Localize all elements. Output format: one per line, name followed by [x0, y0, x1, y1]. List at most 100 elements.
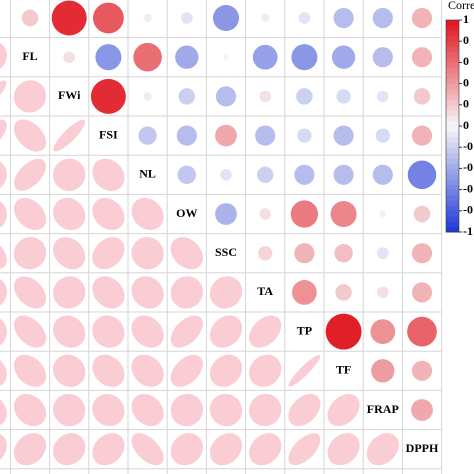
- corr-ellipse: [327, 393, 360, 427]
- corr-ellipse: [13, 433, 47, 466]
- corr-ellipse: [249, 354, 282, 387]
- corr-ellipse: [0, 237, 7, 270]
- corr-circle: [331, 45, 356, 69]
- corr-ellipse: [13, 197, 47, 231]
- corr-circle: [215, 86, 237, 107]
- corr-ellipse: [209, 433, 243, 466]
- corr-circle: [297, 128, 312, 143]
- corr-ellipse: [92, 315, 125, 348]
- legend-title: Corre: [448, 0, 474, 12]
- colorbar-tick-label: -0: [463, 181, 473, 195]
- colorbar-segment: [446, 221, 459, 228]
- variable-label: DPPH: [406, 441, 439, 455]
- corr-ellipse: [0, 276, 7, 309]
- corr-circle: [255, 125, 276, 146]
- variable-label: TA: [257, 284, 273, 298]
- corr-circle: [330, 200, 357, 228]
- colorbar-segment: [446, 141, 459, 148]
- corr-ellipse: [131, 315, 164, 348]
- corr-circle: [333, 7, 354, 29]
- corr-ellipse: [131, 276, 164, 309]
- colorbar-segment: [446, 210, 459, 217]
- corr-ellipse: [92, 158, 125, 191]
- corr-circle: [411, 399, 433, 421]
- corr-circle: [215, 203, 237, 225]
- colorbar-segment: [446, 179, 459, 185]
- colorbar-segment: [446, 189, 459, 196]
- corr-circle: [90, 78, 126, 114]
- colorbar-segment: [446, 168, 459, 175]
- corr-ellipse: [13, 315, 47, 348]
- corr-circle: [336, 89, 351, 104]
- corr-ellipse: [92, 393, 125, 427]
- corr-ellipse: [327, 433, 360, 466]
- corr-circle: [372, 164, 393, 185]
- corr-ellipse: [249, 315, 282, 348]
- corr-circle: [294, 164, 315, 185]
- colorbar-segment: [446, 115, 459, 122]
- corr-ellipse: [249, 433, 282, 466]
- colorbar-segment: [446, 78, 459, 85]
- corr-circle: [256, 166, 274, 184]
- variable-label: TF: [336, 363, 351, 377]
- corr-ellipse: [53, 433, 86, 466]
- corr-ellipse: [288, 433, 321, 466]
- colorbar-segment: [446, 99, 459, 106]
- colorbar-tick-label: -0: [463, 139, 473, 153]
- corr-ellipse: [0, 354, 7, 387]
- corr-circle: [413, 205, 431, 223]
- colorbar-segment: [446, 104, 459, 111]
- corr-ellipse: [92, 433, 125, 466]
- corr-ellipse: [170, 354, 203, 387]
- corr-ellipse: [170, 433, 203, 466]
- corr-ellipse: [13, 276, 47, 309]
- colorbar-segment: [446, 216, 459, 222]
- corr-circle: [143, 13, 152, 23]
- corr-ellipse: [0, 315, 7, 348]
- corr-circle: [372, 7, 393, 29]
- corr-circle: [411, 282, 433, 303]
- corr-circle: [51, 0, 87, 36]
- corr-circle: [411, 360, 433, 381]
- corr-ellipse: [288, 393, 321, 427]
- corr-circle: [335, 284, 352, 301]
- corr-ellipse: [0, 197, 7, 231]
- corr-ellipse: [0, 433, 7, 466]
- corr-circle: [372, 47, 393, 68]
- corr-ellipse: [92, 276, 125, 309]
- variable-label: FL: [22, 49, 37, 63]
- colorbar-segment: [446, 226, 459, 233]
- corr-ellipse: [0, 80, 7, 113]
- corr-circle: [212, 4, 240, 32]
- corr-ellipse: [13, 393, 47, 427]
- corr-ellipse: [0, 41, 7, 74]
- corr-circle: [379, 210, 386, 218]
- variable-label: FWi: [58, 88, 81, 102]
- colorbar-segment: [446, 83, 459, 90]
- corr-circle: [411, 7, 433, 29]
- corr-ellipse: [53, 315, 86, 348]
- corr-ellipse: [170, 315, 203, 348]
- colorbar-segment: [446, 120, 459, 127]
- variable-label: FSI: [99, 127, 118, 141]
- corr-circle: [143, 92, 152, 101]
- variable-label: SSC: [215, 245, 237, 259]
- corr-circle: [411, 47, 433, 68]
- corr-ellipse: [366, 433, 399, 466]
- corr-ellipse: [13, 158, 47, 191]
- colorbar-segment: [446, 35, 459, 42]
- corr-circle: [291, 44, 318, 71]
- colorbar-segment: [446, 163, 459, 169]
- corr-circle: [223, 54, 229, 60]
- corr-ellipse: [53, 354, 86, 387]
- colorbar-segment: [446, 57, 459, 63]
- colorbar-tick-label: 0: [463, 75, 469, 89]
- corr-ellipse: [53, 158, 86, 191]
- corr-circle: [177, 165, 197, 185]
- corr-ellipse: [131, 393, 164, 427]
- corr-circle: [292, 280, 317, 305]
- corr-ellipse: [209, 393, 243, 427]
- colorbar-tick-label: 0: [463, 118, 469, 132]
- colorbar-tick-label: -0: [463, 203, 473, 217]
- corr-ellipse: [53, 197, 86, 231]
